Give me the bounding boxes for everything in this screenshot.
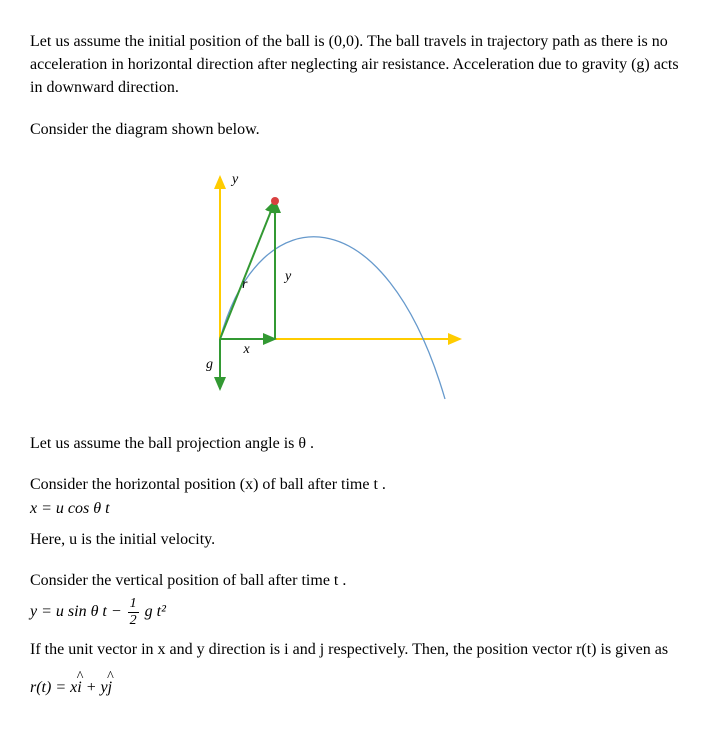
svg-text:y: y	[230, 172, 239, 187]
i-hat: i	[77, 679, 81, 696]
eq-r-plus: + y	[82, 679, 108, 696]
trajectory-svg: y x r y g	[170, 159, 470, 409]
intro-paragraph-1: Let us assume the initial position of th…	[30, 30, 684, 100]
svg-text:r: r	[242, 277, 248, 292]
unit-vector-paragraph: If the unit vector in x and y direction …	[30, 638, 684, 661]
angle-sentence: Let us assume the ball projection angle …	[30, 432, 684, 455]
frac-num: 1	[128, 597, 139, 613]
horizontal-lead: Consider the horizontal position (x) of …	[30, 473, 684, 496]
eq-y-lhs: y = u sin θ t −	[30, 603, 126, 620]
equation-r: r(t) = xi + yj	[30, 679, 684, 697]
vertical-lead: Consider the vertical position of ball a…	[30, 569, 684, 592]
eq-r-lead: r(t) = x	[30, 679, 77, 696]
intro-paragraph-2: Consider the diagram shown below.	[30, 118, 684, 141]
here-u: Here, u is the initial velocity.	[30, 528, 684, 551]
svg-text:g: g	[206, 357, 213, 372]
equation-y: y = u sin θ t − 12 g t²	[30, 597, 684, 628]
eq-y-tail: g t²	[141, 603, 166, 620]
equation-x: x = u cos θ t	[30, 500, 684, 518]
j-hat: j	[108, 679, 112, 696]
svg-text:y: y	[283, 269, 292, 284]
eq-y-frac: 12	[128, 597, 139, 628]
svg-text:x: x	[243, 342, 251, 357]
trajectory-diagram: y x r y g	[170, 159, 684, 414]
frac-den: 2	[128, 613, 139, 628]
